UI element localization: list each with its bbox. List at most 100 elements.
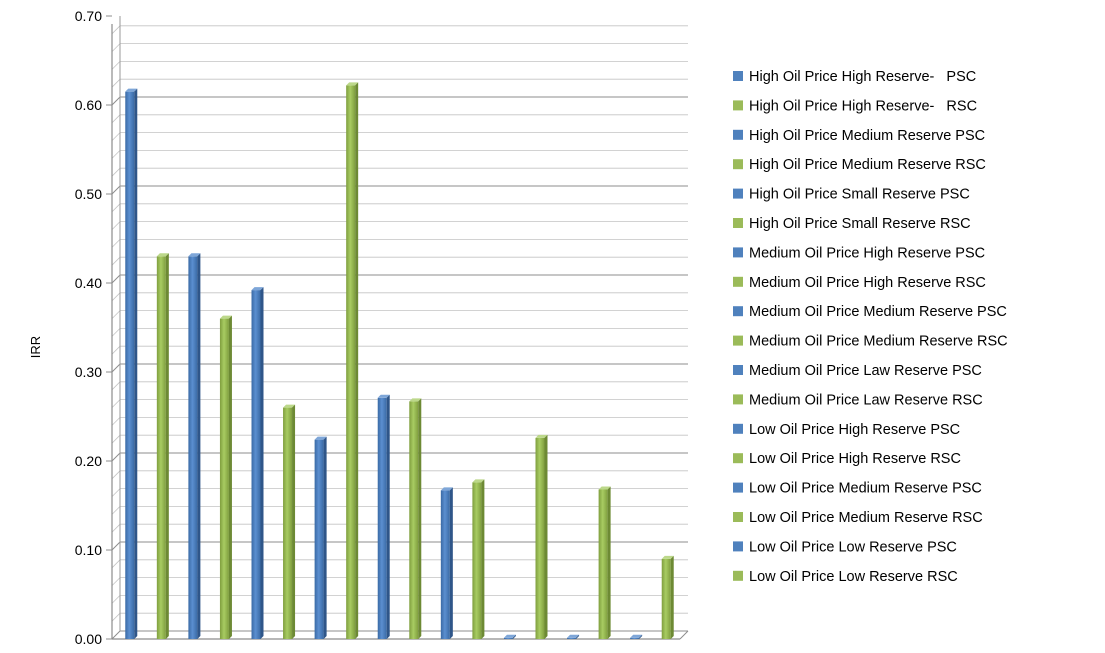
bar-top — [440, 487, 453, 491]
bar-top — [598, 486, 611, 490]
y-tick-label: 0.70 — [75, 8, 102, 24]
y-tick-label: 0.00 — [75, 631, 102, 647]
gridline-side — [111, 25, 121, 35]
bar-face — [661, 558, 671, 639]
bar-face — [156, 256, 166, 639]
legend-label: High Oil Price Small Reserve RSC — [749, 216, 971, 232]
axes — [111, 16, 689, 640]
bar-side — [639, 634, 643, 639]
bar-top — [156, 253, 169, 257]
bar-face — [346, 85, 356, 640]
legend-swatch — [733, 570, 743, 581]
legend-label: Medium Oil Price Medium Reserve PSC — [749, 304, 1007, 320]
legend-item: Medium Oil Price High Reserve PSC — [733, 245, 985, 261]
bar-rsc — [535, 434, 548, 639]
legend-label: Low Oil Price Medium Reserve PSC — [749, 481, 982, 497]
bar-side — [512, 634, 516, 639]
legend-item: Medium Oil Price Law Reserve RSC — [733, 392, 983, 408]
bar-top — [125, 88, 138, 92]
gridline-side — [111, 577, 121, 586]
bar-psc — [630, 634, 643, 639]
legend-item: Low Oil Price Medium Reserve PSC — [733, 481, 982, 497]
gridline-side — [111, 78, 121, 88]
bar-psc — [314, 436, 327, 639]
bar-psc — [188, 253, 201, 640]
legend-label: High Oil Price Medium Reserve RSC — [749, 157, 986, 173]
bars — [125, 82, 674, 640]
legend-swatch — [733, 541, 743, 552]
legend-swatch — [733, 335, 743, 346]
bar-psc — [377, 394, 390, 639]
legend-item: High Oil Price Medium Reserve PSC — [733, 128, 985, 144]
legend-item: High Oil Price High Reserve- RSC — [733, 98, 977, 114]
bar-rsc — [661, 555, 674, 639]
gridline-side — [111, 559, 121, 569]
bar-face — [283, 407, 293, 639]
y-tick-label: 0.50 — [75, 186, 102, 202]
gridline-side — [111, 417, 121, 426]
gridline-side — [111, 328, 121, 337]
bar-top — [314, 436, 327, 440]
gridline-side — [111, 434, 121, 444]
bar-side — [607, 486, 611, 639]
bar-face — [188, 256, 198, 639]
legend-label: Medium Oil Price Medium Reserve RSC — [749, 334, 1008, 350]
legend-item: Low Oil Price High Reserve PSC — [733, 422, 960, 438]
bar-rsc — [219, 315, 232, 639]
bar-top — [251, 287, 264, 291]
gridline-side — [111, 96, 121, 106]
bar-top — [535, 434, 548, 438]
bar-face — [567, 637, 577, 639]
legend-item: Medium Oil Price Medium Reserve RSC — [733, 334, 1008, 350]
bar-rsc — [598, 486, 611, 639]
bar-top — [503, 634, 516, 638]
bar-psc — [440, 487, 453, 639]
bar-face — [219, 318, 229, 639]
bar-side — [165, 253, 169, 640]
gridline-side — [111, 399, 121, 408]
gridline-side — [111, 541, 121, 551]
gridline-side — [111, 452, 121, 462]
legend-item: Medium Oil Price Law Reserve PSC — [733, 363, 982, 379]
gridlines — [111, 25, 688, 640]
bar-rsc — [472, 479, 485, 639]
bar-side — [386, 394, 390, 639]
gridline-side — [111, 381, 121, 391]
bar-top — [377, 394, 390, 398]
y-tick-label: 0.60 — [75, 97, 102, 113]
bar-side — [134, 88, 138, 639]
legend-swatch — [733, 394, 743, 405]
bar-top — [219, 315, 232, 319]
legend-item: Medium Oil Price High Reserve RSC — [733, 275, 986, 291]
legend-label: Medium Oil Price High Reserve RSC — [749, 275, 986, 291]
y-axis-label: IRR — [28, 336, 43, 358]
floor-edge — [679, 630, 689, 640]
gridline-side — [111, 363, 121, 373]
legend-item: Low Oil Price High Reserve RSC — [733, 451, 961, 467]
bar-face — [314, 439, 324, 639]
legend-swatch — [733, 188, 743, 199]
gridline-side — [111, 132, 121, 141]
legend-label: Medium Oil Price High Reserve PSC — [749, 245, 985, 261]
bar-top — [188, 253, 201, 257]
bar-face — [598, 489, 608, 639]
gridline-side — [111, 43, 121, 52]
legend-label: Low Oil Price Low Reserve RSC — [749, 569, 958, 585]
bar-side — [260, 287, 264, 639]
bar-side — [323, 436, 327, 639]
legend-item: High Oil Price High Reserve- PSC — [733, 69, 976, 85]
bar-psc — [503, 634, 516, 639]
bar-side — [481, 479, 485, 639]
gridline-side — [111, 256, 121, 266]
legend-swatch — [733, 423, 743, 434]
gridline-side — [111, 114, 121, 124]
bar-face — [630, 637, 640, 639]
bar-side — [449, 487, 453, 639]
bar-face — [535, 437, 545, 639]
legend-swatch — [733, 512, 743, 522]
bar-side — [292, 404, 296, 639]
gridline-side — [111, 470, 121, 480]
legend-swatch — [733, 482, 743, 493]
bar-rsc — [346, 82, 359, 640]
